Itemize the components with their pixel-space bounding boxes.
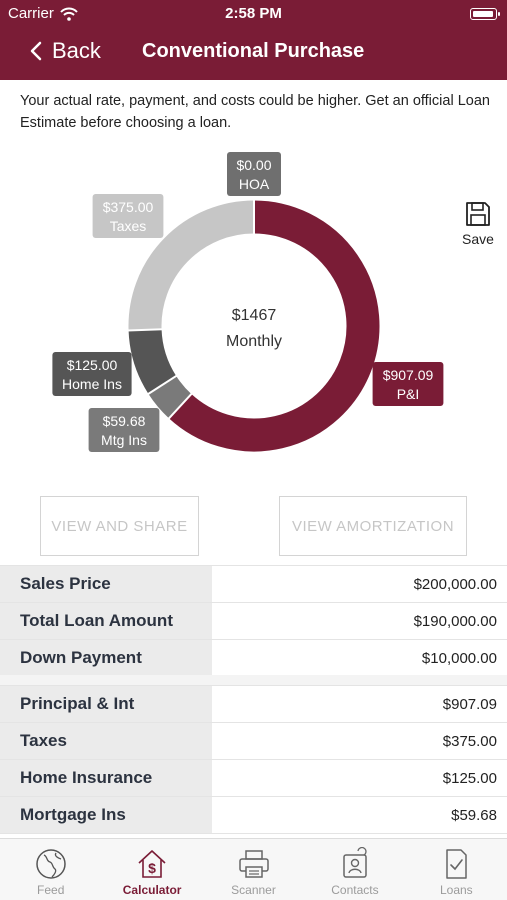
center-value: $1467 [232, 307, 277, 324]
payment-breakdown-table: Principal & Int $907.09 Taxes $375.00 Ho… [0, 685, 507, 834]
center-label: Monthly [226, 333, 282, 350]
row-label: Mortgage Ins [0, 797, 212, 833]
row-label: Total Loan Amount [0, 603, 212, 639]
slice-label-p-i: $907.09 P&I [372, 362, 444, 406]
carrier-label: Carrier [8, 5, 54, 22]
tab-scanner[interactable]: Scanner [203, 839, 304, 900]
slice-label-mtg-ins: $59.68 Mtg Ins [88, 408, 160, 452]
carrier-info: Carrier [8, 5, 78, 22]
table-row: Home Insurance $125.00 [0, 760, 507, 797]
table-row: Sales Price $200,000.00 [0, 566, 507, 603]
row-label: Principal & Int [0, 686, 212, 722]
view-amortization-button[interactable]: VIEW AMORTIZATION [279, 496, 467, 556]
tab-feed[interactable]: Feed [0, 839, 101, 900]
save-button[interactable]: Save [458, 200, 498, 247]
house-dollar-icon: $ [138, 850, 166, 878]
disclaimer-text: Your actual rate, payment, and costs cou… [20, 93, 490, 131]
contact-card-icon [343, 847, 367, 878]
table-row: Total Loan Amount $190,000.00 [0, 603, 507, 640]
slice-value: $125.00 [67, 357, 118, 373]
row-value: $190,000.00 [212, 603, 507, 639]
tab-loans[interactable]: Loans [406, 839, 507, 900]
row-label: Taxes [0, 723, 212, 759]
section-divider [0, 675, 507, 685]
slice-name: HOA [239, 176, 270, 192]
battery-icon [470, 8, 500, 20]
table-row: Principal & Int $907.09 [0, 686, 507, 723]
svg-text:$: $ [148, 860, 156, 876]
page-title: Conventional Purchase [142, 40, 365, 62]
back-label: Back [52, 38, 101, 63]
row-label: Down Payment [0, 640, 212, 676]
row-label: Home Insurance [0, 760, 212, 796]
slice-value: $375.00 [103, 199, 154, 215]
slice-name: Home Ins [62, 376, 122, 392]
donut-slice-taxes [128, 200, 255, 331]
slice-label-home-ins: $125.00 Home Ins [52, 352, 132, 396]
document-check-icon [446, 849, 468, 879]
nav-bar: Back Conventional Purchase [0, 30, 507, 76]
back-button[interactable]: Back [30, 38, 101, 64]
globe-icon [35, 849, 66, 879]
row-value: $375.00 [212, 723, 507, 759]
tab-label: Feed [37, 883, 65, 897]
loan-summary-table: Sales Price $200,000.00 Total Loan Amoun… [0, 565, 507, 677]
save-label: Save [462, 231, 494, 247]
donut-slice-p-i [169, 200, 380, 452]
status-bar: Carrier 2:58 PM [0, 0, 507, 28]
table-row: Down Payment $10,000.00 [0, 640, 507, 677]
wifi-icon [60, 7, 78, 21]
tab-label: Scanner [231, 883, 276, 897]
row-value: $10,000.00 [212, 640, 507, 676]
slice-name: P&I [397, 386, 420, 402]
tab-label: Calculator [122, 883, 182, 897]
slice-value: $59.68 [103, 413, 146, 429]
tab-contacts[interactable]: Contacts [304, 839, 405, 900]
row-value: $907.09 [212, 686, 507, 722]
slice-label-hoa: $0.00 HOA [227, 152, 281, 196]
slice-value: $0.00 [236, 157, 271, 173]
row-label: Sales Price [0, 566, 212, 602]
status-time: 2:58 PM [225, 5, 282, 22]
donut-slice-mtg-ins [148, 375, 192, 419]
table-row: Taxes $375.00 [0, 723, 507, 760]
tab-calculator[interactable]: $ Calculator [101, 839, 202, 900]
floppy-disk-icon [466, 202, 490, 226]
slice-name: Taxes [110, 218, 147, 234]
slice-name: Mtg Ins [101, 432, 147, 448]
row-value: $59.68 [212, 797, 507, 833]
top-bar: Carrier 2:58 PM Back Conventional Purcha… [0, 0, 507, 80]
tab-bar: Feed $ Calculator Scanner Contacts [0, 838, 507, 900]
donut-slice-home-ins [128, 328, 177, 394]
table-row: Mortgage Ins $59.68 [0, 797, 507, 834]
printer-icon [238, 850, 269, 878]
slice-value: $907.09 [383, 367, 434, 383]
tab-label: Contacts [331, 883, 379, 897]
view-and-share-button[interactable]: VIEW AND SHARE [40, 496, 199, 556]
chevron-left-icon [30, 41, 42, 61]
slice-label-taxes: $375.00 Taxes [92, 194, 164, 238]
row-value: $200,000.00 [212, 566, 507, 602]
payment-donut-chart: $1467 Monthly $907.09 P&I $59.68 Mtg Ins $125.… [52, 152, 444, 452]
tab-label: Loans [439, 883, 473, 897]
row-value: $125.00 [212, 760, 507, 796]
